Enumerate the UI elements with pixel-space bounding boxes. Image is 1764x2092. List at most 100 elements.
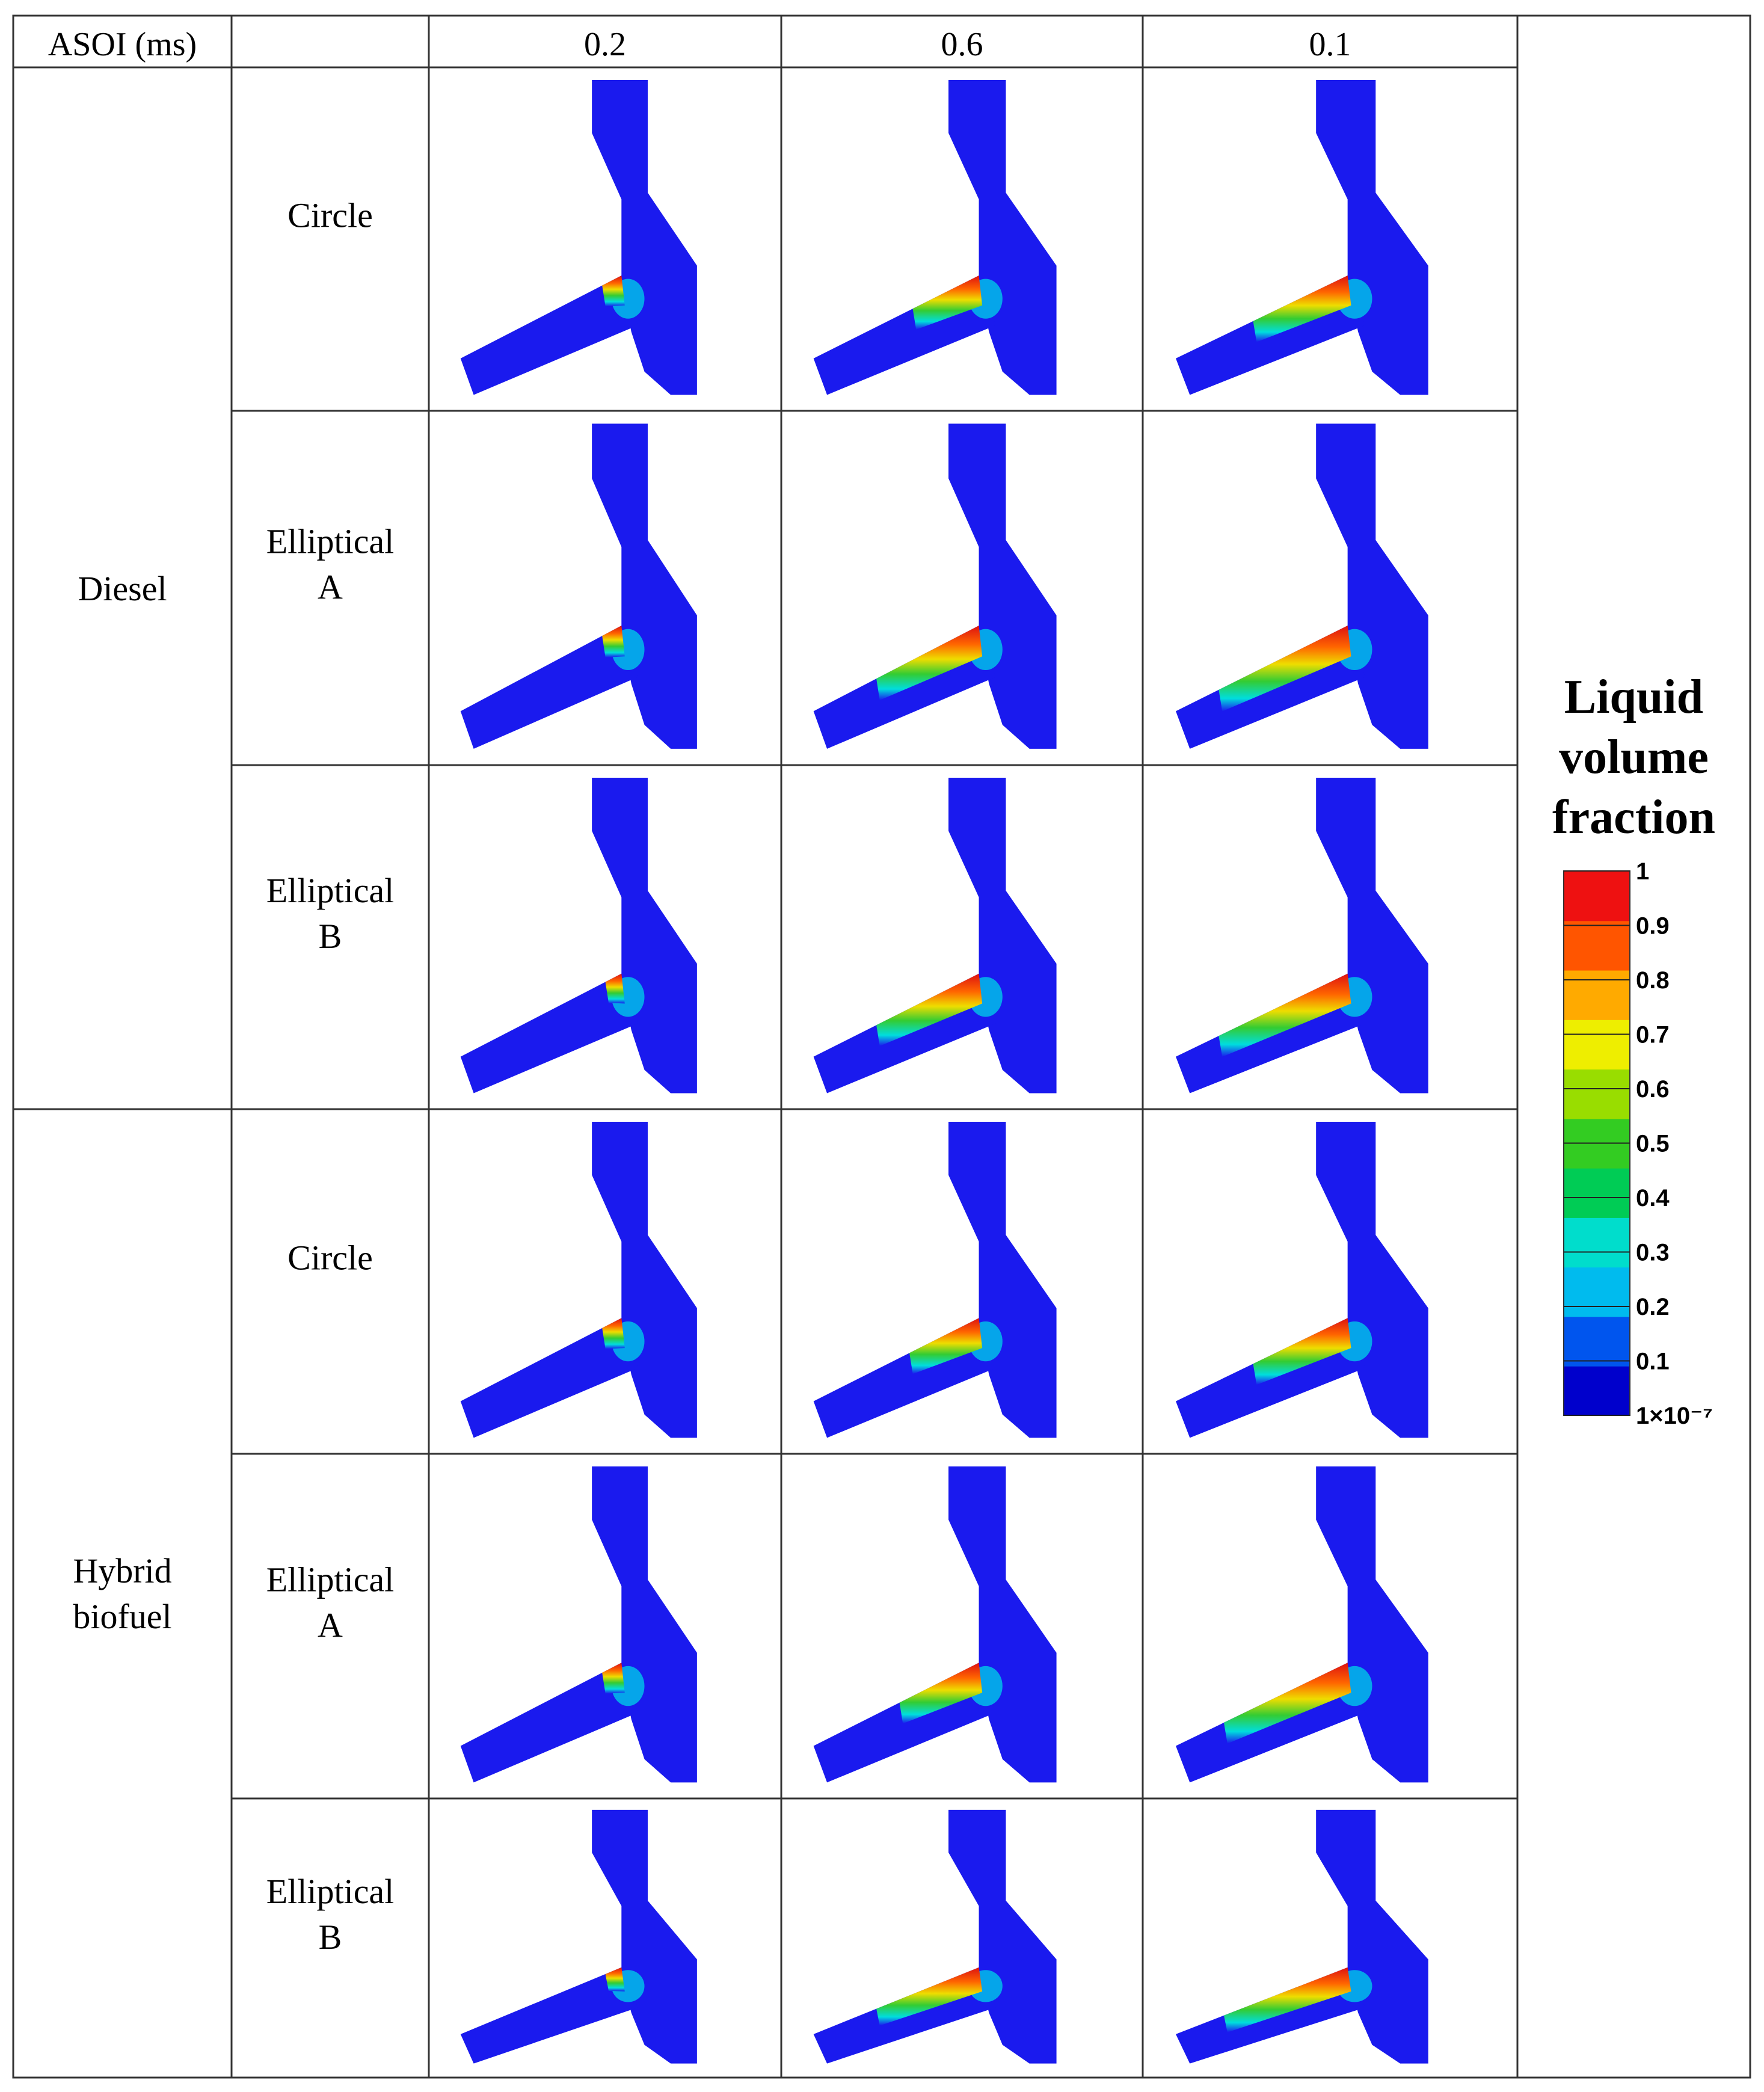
colorbar-legend: Liquid volume fraction 1 0.9 0.8 0.7 0.6 0.5 0.4 0… — [1552, 671, 1715, 1429]
contour-plot — [1175, 1122, 1428, 1438]
colorbar-tick-label: 0.2 — [1636, 1294, 1670, 1320]
contour-plot — [1175, 423, 1428, 749]
time-header: 0.1 — [1309, 26, 1351, 63]
legend-title: Liquid — [1564, 671, 1703, 724]
contour-plot — [813, 1466, 1057, 1783]
geometry-label: A — [318, 568, 343, 607]
contour-plot — [1175, 80, 1428, 395]
colorbar-segment — [1564, 970, 1630, 1020]
nozzle-body — [592, 1122, 697, 1438]
legend-title: fraction — [1552, 791, 1715, 844]
time-header: 0.2 — [584, 26, 626, 63]
cavitation-band — [1253, 1318, 1351, 1385]
cavitation-band — [899, 1663, 983, 1724]
cavitation-band — [1253, 275, 1351, 342]
nozzle-body — [592, 1466, 697, 1783]
colorbar-tick-label: 0.4 — [1636, 1185, 1670, 1211]
colorbar-segment — [1564, 1168, 1630, 1218]
cavitation-band — [605, 1967, 625, 1992]
contour-plot — [813, 80, 1057, 395]
cavitation-band — [602, 275, 625, 307]
colorbar-tick-label: 0.7 — [1636, 1022, 1670, 1048]
nozzle-body — [1316, 1466, 1428, 1783]
figure-border — [12, 14, 1751, 2079]
nozzle-body — [592, 423, 697, 749]
fuel-label: biofuel — [73, 1597, 171, 1636]
table-grid — [12, 14, 1751, 2079]
simulation-cells — [460, 80, 1428, 2064]
contour-plot — [813, 1809, 1057, 2064]
nozzle-body — [1316, 80, 1428, 395]
colorbar-tick-label: 0.9 — [1636, 913, 1670, 940]
colorbar-tick-label: 0.6 — [1636, 1076, 1670, 1103]
nozzle-orifice — [460, 275, 638, 395]
nozzle-body — [592, 778, 697, 1094]
contour-plot — [813, 1122, 1057, 1438]
cavitation-band — [605, 973, 625, 1004]
asoi-header: ASOI (ms) — [48, 26, 197, 63]
nozzle-orifice — [460, 1663, 638, 1783]
nozzle-body — [592, 80, 697, 395]
nozzle-body — [948, 80, 1057, 395]
colorbar-tick-label: 0.5 — [1636, 1131, 1670, 1157]
geometry-label: Elliptical — [266, 522, 395, 561]
cavitation-band — [1223, 1663, 1351, 1744]
cavitation-band — [602, 1663, 625, 1694]
cavitation-band — [602, 1318, 625, 1349]
cavitation-band — [1223, 1967, 1351, 2032]
nozzle-orifice — [460, 626, 638, 749]
nozzle-body — [948, 1809, 1057, 2064]
contour-plot — [813, 423, 1057, 749]
colorbar-tick-label: 0.8 — [1636, 967, 1670, 994]
nozzle-orifice — [460, 973, 638, 1094]
nozzle-orifice — [460, 1318, 638, 1438]
contour-plot — [460, 778, 697, 1094]
contour-plot — [460, 423, 697, 749]
cavitation-band — [1219, 626, 1351, 712]
nozzle-body — [948, 423, 1057, 749]
nozzle-body — [948, 778, 1057, 1094]
nozzle-body — [592, 1809, 697, 2064]
geometry-label: Elliptical — [266, 1560, 395, 1599]
cavitation-band — [912, 275, 983, 330]
geometry-label: A — [318, 1606, 343, 1645]
time-header: 0.6 — [941, 26, 983, 63]
geometry-label: B — [319, 1918, 342, 1957]
fuel-label: Diesel — [78, 569, 167, 608]
colorbar-segment — [1564, 920, 1630, 971]
cavitation-band — [876, 1967, 983, 2026]
colorbar-tick-label: 0.1 — [1636, 1349, 1670, 1375]
nozzle-orifice — [460, 1967, 638, 2064]
nozzle-body — [1316, 423, 1428, 749]
geometry-label: Elliptical — [266, 1872, 395, 1911]
geometry-label: Circle — [287, 1238, 373, 1278]
contour-plot — [460, 1809, 697, 2064]
contour-plot — [1175, 1466, 1428, 1783]
geometry-label: Circle — [287, 196, 373, 235]
colorbar-segment — [1564, 1217, 1630, 1268]
contour-plot — [1175, 1809, 1428, 2064]
colorbar-segment — [1564, 1267, 1630, 1317]
contour-plot — [460, 1122, 697, 1438]
nozzle-body — [1316, 1122, 1428, 1438]
colorbar-segment — [1564, 1365, 1630, 1416]
geometry-label: Elliptical — [266, 871, 395, 910]
colorbar-segment — [1564, 1069, 1630, 1119]
nozzle-body — [1316, 1809, 1428, 2064]
table-headers: ASOI (ms) 0.2 0.6 0.1 Diesel Circle Elliptical… — [48, 26, 1351, 1957]
nozzle-body — [948, 1122, 1057, 1438]
colorbar-segment — [1564, 1019, 1630, 1070]
contour-plot — [1175, 778, 1428, 1094]
legend-title: volume — [1559, 731, 1709, 784]
cavitation-band — [876, 626, 983, 701]
colorbar-segment — [1564, 871, 1630, 921]
cavitation-band — [909, 1318, 983, 1374]
colorbar-tick-label: 0.3 — [1636, 1240, 1670, 1266]
cavitation-band — [1219, 973, 1351, 1057]
cavitation-band — [602, 626, 625, 658]
contour-plot — [813, 778, 1057, 1094]
colorbar-tick-label: 1 — [1636, 858, 1649, 885]
contour-plot — [460, 1466, 697, 1783]
fuel-label: Hybrid — [73, 1551, 171, 1590]
cavitation-band — [876, 973, 983, 1047]
